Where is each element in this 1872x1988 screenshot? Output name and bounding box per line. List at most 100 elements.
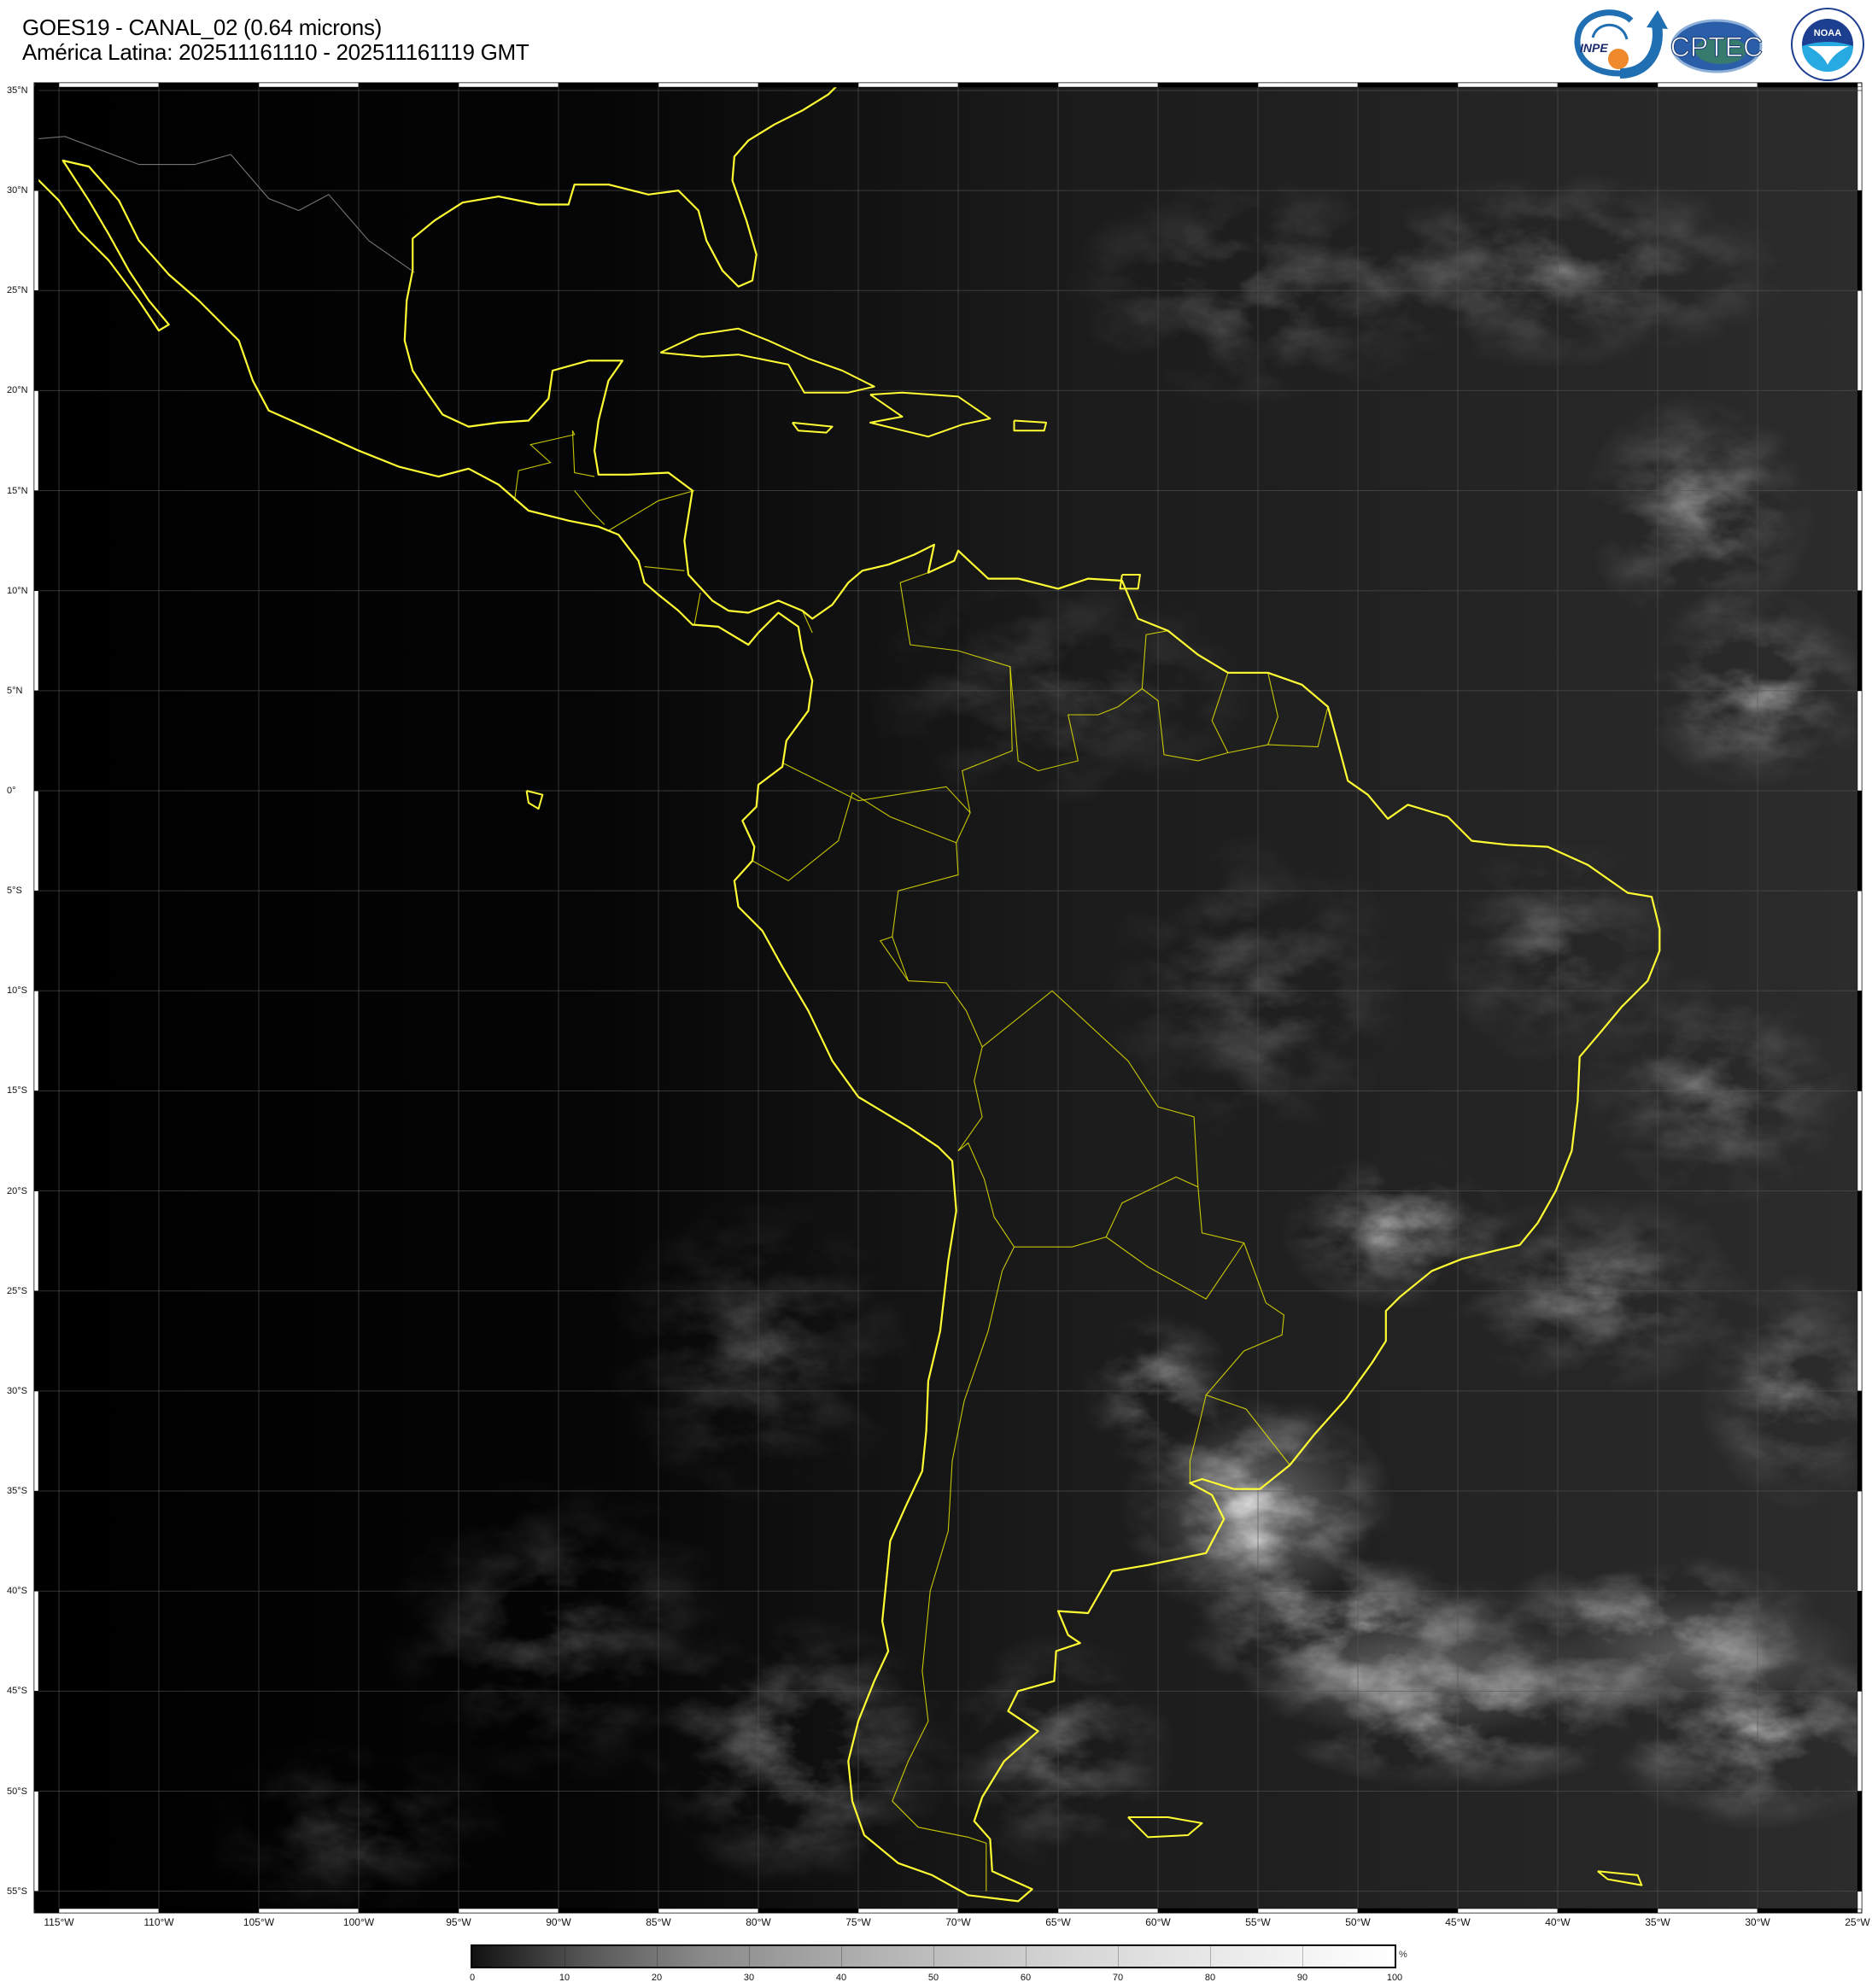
latitude-label: 20°N [7,385,28,396]
logos: INPE CPTEC NOAA [1574,8,1864,81]
frame-bar-right [1857,690,1863,792]
frame-bar-right [1857,490,1863,591]
coastline-island [869,391,992,438]
country-border [892,572,1013,1152]
frame-bar-bottom [1457,1908,1559,1914]
coastline-island [1013,419,1047,432]
latitude-label: 35°N [7,85,28,96]
longitude-label: 100°W [342,1916,375,1928]
coastline-island [791,421,834,434]
longitude-label: 75°W [845,1916,871,1928]
colorbar-gridline [933,1946,934,1967]
frame-bar-right [1857,890,1863,991]
frame-bar-top [957,82,1059,88]
colorbar-gridline [1210,1946,1211,1967]
frame-bar-left [33,590,39,692]
longitude-label: 70°W [945,1916,971,1928]
latitude-label: 0° [7,786,16,796]
frame-bar-top [1657,82,1758,88]
country-border [1267,672,1278,746]
colorbar-tick-label: 50 [927,1973,939,1983]
country-border [1189,1395,1207,1483]
frame-bar-bottom [1557,1908,1658,1914]
frame-bar-bottom [658,1908,759,1914]
frame-bar-left [33,890,39,991]
colorbar-tick-label: 40 [835,1973,847,1983]
frame-bar-top [458,82,559,88]
latitude-label: 55°S [7,1886,27,1897]
frame-bar-bottom [1257,1908,1359,1914]
frame-bar-left [33,1290,39,1392]
longitude-label: 60°W [1145,1916,1171,1928]
frame-bar-bottom [957,1908,1059,1914]
frame-bar-left [33,1090,39,1191]
frame-bar-right [1857,1691,1863,1792]
frame-bar-left [33,490,39,591]
country-border [752,792,956,882]
frame-bar-left [33,190,39,291]
longitude-label: 80°W [746,1916,771,1928]
frame-bar-bottom [1157,1908,1259,1914]
longitude-label: 40°W [1545,1916,1571,1928]
colorbar-gridline [749,1946,750,1967]
svg-text:CPTEC: CPTEC [1670,32,1763,62]
frame-bar-left [33,1490,39,1592]
frame-bar-bottom [458,1908,559,1914]
longitude-label: 90°W [546,1916,571,1928]
frame-bar-right [1857,1791,1863,1892]
frame-bar-top [558,82,659,88]
frame-bar-left [33,1691,39,1792]
frame-bar-right [1857,290,1863,391]
latitude-label: 15°N [7,485,28,496]
coastline-island [1119,574,1141,590]
country-border [513,430,576,501]
longitude-label: 30°W [1745,1916,1770,1928]
country-border [892,1176,1199,1892]
frame-bar-right [1857,1090,1863,1191]
frame-bar-top [1357,82,1459,88]
longitude-label: 35°W [1645,1916,1670,1928]
frame-bar-right [1857,390,1863,491]
country-border [644,566,685,571]
longitude-label: 65°W [1045,1916,1071,1928]
frame-bar-top [358,82,459,88]
frame-bar-right [1857,90,1863,191]
country-border [801,610,813,634]
longitude-label: 85°W [646,1916,671,1928]
frame-bar-left [33,690,39,792]
country-border [693,592,701,625]
coastline-island [1127,1816,1203,1839]
longitude-label: 25°W [1845,1916,1870,1928]
frame-bar-top [857,82,959,88]
subtitle-line: América Latina: 202511161110 - 202511161… [22,39,529,65]
colorbar-tick-label: 30 [743,1973,755,1983]
frame-bar-right [1857,1290,1863,1392]
colorbar-gridline [657,1946,658,1967]
latitude-label: 20°S [7,1185,27,1196]
frame-bar-right [1857,590,1863,692]
latitude-label: 5°S [7,886,22,897]
colorbar-tick-label: 90 [1296,1973,1308,1983]
frame-bar-left [33,1390,39,1492]
country-border [574,490,605,525]
country-border [1105,1237,1245,1300]
colorbar-unit: % [1399,1950,1407,1960]
latitude-label: 45°S [7,1686,27,1697]
frame-bar-left [33,90,39,191]
frame-bar-top [58,82,160,88]
colorbar-gridline [1026,1946,1027,1967]
country-border [571,430,595,477]
country-border [1211,672,1229,753]
frame-bar-left [33,86,39,91]
map-frame [33,82,1863,1914]
frame-bar-top [1057,82,1159,88]
frame-bar-right [1857,991,1863,1091]
cloud-layer [38,87,1857,1909]
frame-bar-bottom [258,1908,360,1914]
frame-bar-top [1457,82,1559,88]
coastlines [38,87,1661,1903]
country-border [38,136,415,273]
frame-bar-left [33,390,39,491]
inpe-logo: INPE [1574,9,1668,79]
